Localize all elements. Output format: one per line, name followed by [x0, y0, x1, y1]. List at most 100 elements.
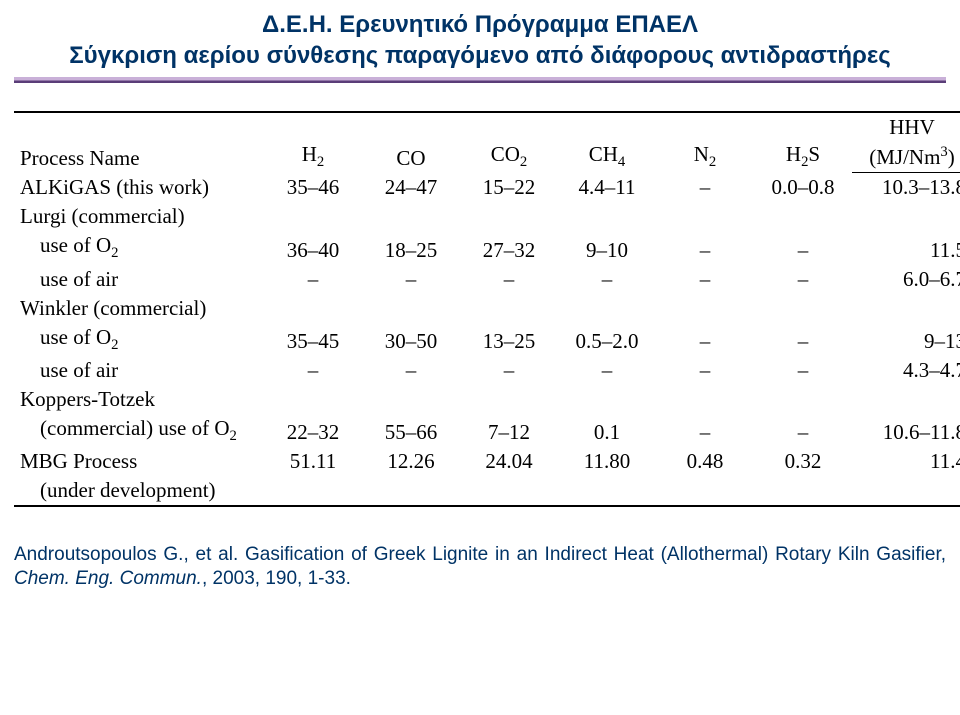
col-process-name: Process Name — [14, 112, 264, 173]
col-hhv-top: HHV — [852, 112, 960, 142]
cell-hhv — [852, 476, 960, 506]
cell-hhv: 9–13 — [852, 323, 960, 356]
cell-process-name: use of O2 — [14, 231, 264, 264]
cell-ch4: 0.5–2.0 — [558, 323, 656, 356]
title-line-2: Σύγκριση αερίου σύνθεσης παραγόμενο από … — [14, 41, 946, 72]
cell-ch4: 0.1 — [558, 414, 656, 447]
cell-co: 30–50 — [362, 323, 460, 356]
cell-ch4 — [558, 385, 656, 414]
cell-n2: – — [656, 414, 754, 447]
cell-n2 — [656, 476, 754, 506]
table-row: Koppers-Totzek — [14, 385, 960, 414]
cell-process-name: (commercial) use of O2 — [14, 414, 264, 447]
cell-co2 — [460, 385, 558, 414]
cell-co: 55–66 — [362, 414, 460, 447]
citation-text-a: Androutsopoulos G., et al. Gasification … — [14, 544, 946, 565]
cell-h2: 35–46 — [264, 173, 362, 203]
cell-h2: 51.11 — [264, 447, 362, 476]
table-row: (under development) — [14, 476, 960, 506]
cell-hhv: 11.4 — [852, 447, 960, 476]
cell-hhv — [852, 294, 960, 323]
cell-ch4: 4.4–11 — [558, 173, 656, 203]
cell-ch4 — [558, 202, 656, 231]
cell-co2: 13–25 — [460, 323, 558, 356]
col-n2: N2 — [656, 112, 754, 173]
cell-co — [362, 202, 460, 231]
cell-h2 — [264, 476, 362, 506]
col-h2: H2 — [264, 112, 362, 173]
cell-co2: 27–32 — [460, 231, 558, 264]
cell-h2s — [754, 385, 852, 414]
col-co: CO — [362, 112, 460, 173]
cell-co: 24–47 — [362, 173, 460, 203]
cell-h2 — [264, 294, 362, 323]
page-title: Δ.Ε.Η. Ερευνητικό Πρόγραμμα ΕΠΑΕΛ Σύγκρι… — [14, 10, 946, 71]
cell-ch4: 9–10 — [558, 231, 656, 264]
cell-h2s: – — [754, 265, 852, 294]
cell-n2 — [656, 202, 754, 231]
cell-h2s — [754, 294, 852, 323]
cell-co2 — [460, 202, 558, 231]
table-header-row: Process Name H2 CO CO2 CH4 N2 H2S HHV — [14, 112, 960, 142]
cell-hhv: 11.5 — [852, 231, 960, 264]
col-hhv-unit: (MJ/Nm3) — [852, 142, 960, 173]
cell-n2: – — [656, 265, 754, 294]
col-ch4: CH4 — [558, 112, 656, 173]
cell-n2: 0.48 — [656, 447, 754, 476]
cell-co2: 7–12 — [460, 414, 558, 447]
cell-ch4 — [558, 294, 656, 323]
cell-ch4: 11.80 — [558, 447, 656, 476]
cell-co: – — [362, 356, 460, 385]
cell-h2 — [264, 202, 362, 231]
cell-process-name: (under development) — [14, 476, 264, 506]
table-row: Lurgi (commercial) — [14, 202, 960, 231]
cell-co: 18–25 — [362, 231, 460, 264]
cell-ch4 — [558, 476, 656, 506]
cell-process-name: Lurgi (commercial) — [14, 202, 264, 231]
table-row: Winkler (commercial) — [14, 294, 960, 323]
cell-h2s: 0.0–0.8 — [754, 173, 852, 203]
table-row: MBG Process51.1112.2624.0411.800.480.321… — [14, 447, 960, 476]
cell-hhv: 10.6–11.8 — [852, 414, 960, 447]
cell-hhv: 4.3–4.7 — [852, 356, 960, 385]
citation: Androutsopoulos G., et al. Gasification … — [14, 543, 946, 592]
table-row: use of O236–4018–2527–329–10––11.5 — [14, 231, 960, 264]
cell-n2: – — [656, 356, 754, 385]
cell-co — [362, 294, 460, 323]
cell-co — [362, 385, 460, 414]
page: Δ.Ε.Η. Ερευνητικό Πρόγραμμα ΕΠΑΕΛ Σύγκρι… — [0, 0, 960, 715]
cell-hhv: 6.0–6.7 — [852, 265, 960, 294]
cell-h2: 35–45 — [264, 323, 362, 356]
cell-h2 — [264, 385, 362, 414]
cell-h2s: – — [754, 231, 852, 264]
cell-process-name: use of air — [14, 265, 264, 294]
cell-process-name: Winkler (commercial) — [14, 294, 264, 323]
cell-ch4: – — [558, 356, 656, 385]
cell-co2: 15–22 — [460, 173, 558, 203]
cell-co — [362, 476, 460, 506]
cell-n2: – — [656, 323, 754, 356]
title-line-1: Δ.Ε.Η. Ερευνητικό Πρόγραμμα ΕΠΑΕΛ — [14, 10, 946, 41]
cell-h2s — [754, 476, 852, 506]
cell-process-name: MBG Process — [14, 447, 264, 476]
cell-process-name: ALKiGAS (this work) — [14, 173, 264, 203]
cell-co2 — [460, 476, 558, 506]
cell-hhv: 10.3–13.8 — [852, 173, 960, 203]
title-rule — [14, 77, 946, 83]
cell-co: – — [362, 265, 460, 294]
citation-journal: Chem. Eng. Commun. — [14, 568, 202, 589]
cell-co2 — [460, 294, 558, 323]
table-row: ALKiGAS (this work)35–4624–4715–224.4–11… — [14, 173, 960, 203]
col-co2: CO2 — [460, 112, 558, 173]
table-row: use of air––––––4.3–4.7 — [14, 356, 960, 385]
cell-process-name: Koppers-Totzek — [14, 385, 264, 414]
cell-n2: – — [656, 173, 754, 203]
cell-process-name: use of O2 — [14, 323, 264, 356]
cell-co2: 24.04 — [460, 447, 558, 476]
table-row: (commercial) use of O222–3255–667–120.1–… — [14, 414, 960, 447]
col-h2s: H2S — [754, 112, 852, 173]
cell-h2: 22–32 — [264, 414, 362, 447]
cell-h2: – — [264, 356, 362, 385]
cell-hhv — [852, 385, 960, 414]
cell-ch4: – — [558, 265, 656, 294]
